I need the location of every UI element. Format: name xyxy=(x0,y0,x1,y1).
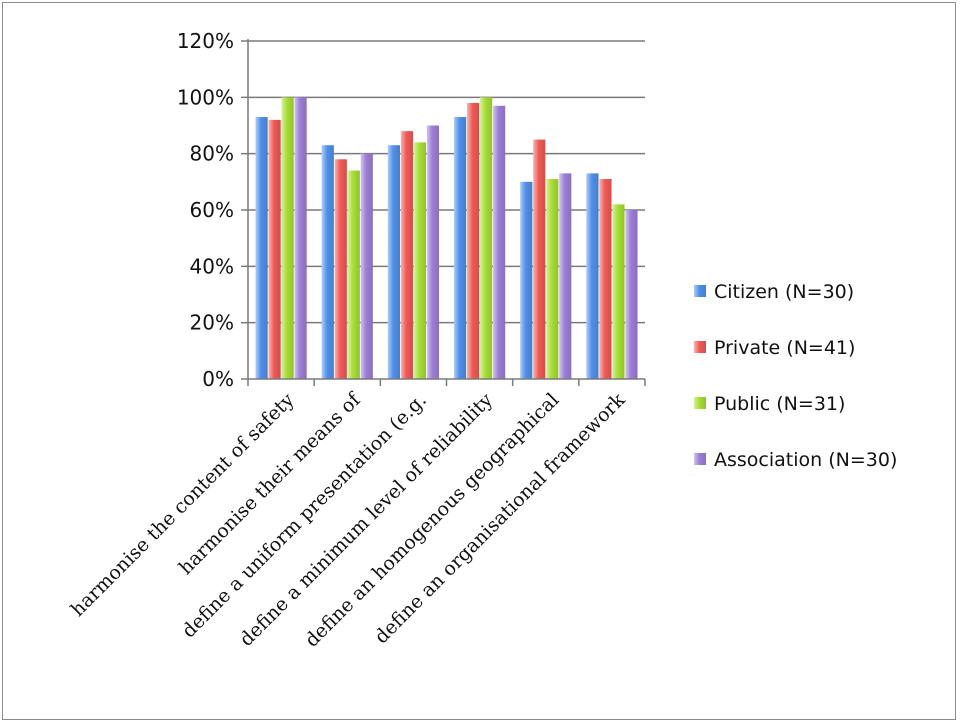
y-tick-label: 0% xyxy=(202,367,234,391)
bar xyxy=(492,105,506,380)
bar xyxy=(400,131,414,379)
bar xyxy=(387,145,401,379)
y-tick-label: 120% xyxy=(177,29,234,53)
bar xyxy=(466,102,480,379)
bar xyxy=(625,210,638,379)
bar xyxy=(520,181,533,379)
bar xyxy=(321,145,334,379)
bar xyxy=(533,139,546,379)
y-tick-label: 20% xyxy=(190,311,234,335)
bar xyxy=(334,159,347,379)
bar xyxy=(453,117,467,380)
legend-swatch xyxy=(694,453,706,465)
bar xyxy=(546,179,559,379)
bar xyxy=(281,97,294,379)
bar xyxy=(479,97,493,379)
legend-swatch xyxy=(694,285,706,297)
y-tick-label: 100% xyxy=(177,85,234,109)
bar xyxy=(268,119,281,379)
bar xyxy=(426,125,440,379)
bar xyxy=(559,173,572,379)
legend-swatch xyxy=(694,397,706,409)
y-tick-label: 60% xyxy=(190,198,234,222)
bar xyxy=(586,173,599,379)
bar xyxy=(612,204,625,379)
x-tick-label: define an organisational framework xyxy=(370,389,629,648)
bar xyxy=(413,142,427,379)
legend-label: Public (N=31) xyxy=(714,393,845,415)
bar xyxy=(255,117,268,380)
bar xyxy=(599,179,612,379)
bar xyxy=(360,153,373,379)
y-tick-label: 40% xyxy=(190,254,234,278)
x-tick-label: define a uniform presentation (e.g. xyxy=(178,389,431,642)
y-tick-label: 80% xyxy=(190,142,234,166)
bar xyxy=(294,97,307,379)
legend-swatch xyxy=(694,341,706,353)
legend-label: Private (N=41) xyxy=(714,337,855,359)
bar xyxy=(347,170,360,379)
legend-label: Association (N=30) xyxy=(714,449,897,471)
legend-label: Citizen (N=30) xyxy=(714,281,854,303)
